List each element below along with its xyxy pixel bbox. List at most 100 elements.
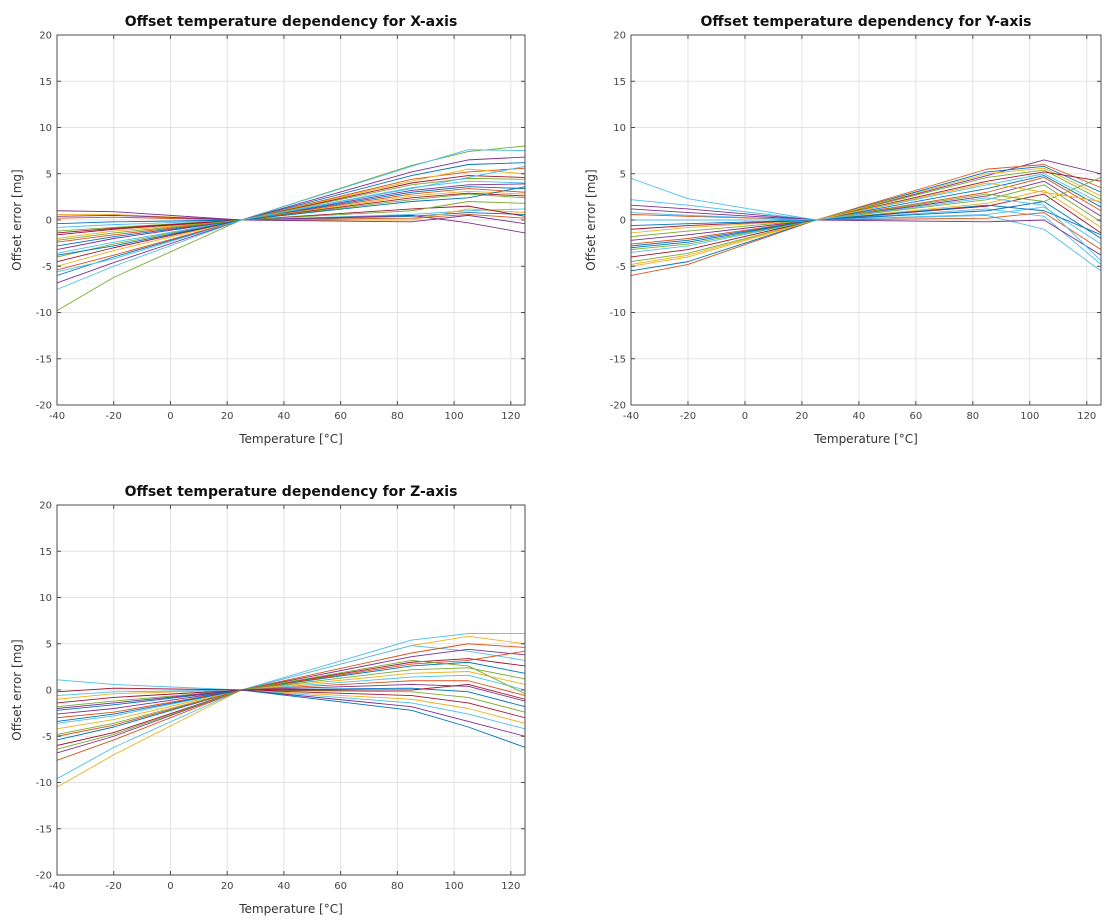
y-tick-label: 10	[613, 123, 626, 134]
series-line-22	[56, 205, 526, 234]
series-line-2	[56, 633, 525, 780]
series-line-1	[630, 177, 1102, 272]
x-tick-label: 20	[221, 881, 234, 892]
y-tick-label: 10	[39, 123, 52, 134]
y-tick-label: -15	[610, 354, 626, 365]
x-axis-label: Temperature [°C]	[238, 902, 343, 916]
series-line-24	[56, 186, 526, 256]
series-line-19	[56, 689, 526, 748]
series-group	[630, 159, 1102, 276]
x-tick-label: 20	[221, 411, 234, 422]
series-line-12	[630, 180, 1102, 241]
series-line-8	[56, 177, 526, 258]
series-line-25	[56, 165, 526, 273]
series-line-23	[630, 197, 1102, 262]
y-axis-label: Offset error [mg]	[10, 169, 24, 270]
x-tick-label: 40	[278, 881, 291, 892]
y-tick-label: -20	[36, 871, 52, 882]
y-tick-label: 15	[39, 547, 52, 558]
x-tick-label: 80	[391, 881, 404, 892]
chart-y-axis: -40 -20 0 20 40 60 80 100 120-20-15-10-505101520…	[584, 14, 1102, 446]
series-line-5	[630, 165, 1102, 272]
y-tick-label: -20	[610, 401, 626, 412]
x-tick-label: 60	[334, 881, 347, 892]
x-tick-label: 60	[334, 411, 347, 422]
series-group	[56, 633, 526, 788]
y-tick-label: -15	[36, 824, 52, 835]
series-line-6	[56, 658, 526, 746]
x-tick-label: 20	[796, 411, 809, 422]
x-tick-label: 0	[167, 411, 173, 422]
series-line-20	[56, 650, 526, 737]
y-tick-label: -10	[36, 778, 52, 789]
x-tick-label: -20	[680, 411, 696, 422]
series-line-17	[56, 689, 526, 730]
y-tick-label: 10	[39, 593, 52, 604]
series-line-4	[56, 162, 526, 276]
x-tick-label: 100	[445, 411, 464, 422]
y-tick-label: 5	[46, 169, 52, 180]
y-tick-label: 20	[613, 31, 626, 42]
x-tick-label: 40	[853, 411, 866, 422]
series-line-20	[56, 210, 526, 225]
series-line-11	[56, 680, 526, 719]
series-line-3	[56, 156, 526, 284]
y-tick-label: 0	[46, 686, 52, 697]
series-line-11	[630, 176, 1102, 245]
series-line-9	[56, 180, 526, 254]
series-line-10	[56, 183, 526, 251]
series-line-3	[630, 159, 1102, 221]
series-line-12	[56, 684, 526, 715]
series-line-14	[56, 689, 526, 713]
series-line-7	[56, 661, 526, 741]
series-line-8	[56, 667, 526, 735]
series-line-14	[56, 192, 526, 236]
series-line-22	[56, 684, 526, 700]
x-tick-label: -40	[49, 411, 65, 422]
series-line-13	[56, 190, 526, 239]
y-tick-label: 5	[46, 639, 52, 650]
series-line-12	[56, 188, 526, 243]
series-line-9	[630, 173, 1102, 253]
chart-title: Offset temperature dependency for X-axis	[125, 14, 458, 30]
series-group	[56, 145, 526, 312]
series-line-6	[56, 168, 526, 267]
series-line-21	[56, 659, 526, 750]
x-tick-label: 0	[742, 411, 748, 422]
series-line-18	[56, 689, 526, 737]
series-line-10	[56, 674, 526, 724]
y-axis-label: Offset error [mg]	[584, 169, 598, 270]
x-tick-label: 60	[909, 411, 922, 422]
series-line-9	[56, 671, 526, 730]
series-line-17	[631, 206, 1102, 245]
y-tick-label: -5	[42, 262, 52, 273]
series-line-3	[56, 645, 526, 691]
y-tick-label: -5	[42, 732, 52, 743]
series-line-19	[57, 208, 526, 221]
series-line-13	[630, 184, 1102, 238]
y-tick-label: -10	[610, 308, 626, 319]
x-tick-label: 100	[445, 881, 464, 892]
x-tick-label: 120	[501, 411, 520, 422]
y-tick-label: 15	[39, 77, 52, 88]
x-tick-label: 100	[1020, 411, 1039, 422]
x-axis-label: Temperature [°C]	[238, 432, 343, 446]
series-line-15	[630, 193, 1102, 234]
series-line-4	[630, 164, 1102, 276]
x-tick-label: 80	[966, 411, 979, 422]
series-line-7	[630, 169, 1102, 263]
series-line-20	[630, 177, 1102, 251]
x-tick-label: -40	[623, 411, 639, 422]
x-tick-label: 120	[501, 881, 520, 892]
series-line-13	[56, 687, 526, 711]
series-line-5	[56, 167, 526, 271]
series-line-18	[630, 212, 1102, 250]
series-line-23	[56, 201, 526, 241]
series-line-6	[630, 167, 1102, 267]
x-tick-label: -40	[49, 881, 65, 892]
y-tick-label: 0	[46, 216, 52, 227]
series-line-21	[630, 182, 1102, 265]
series-line-16	[56, 689, 526, 724]
x-axis-label: Temperature [°C]	[813, 432, 918, 446]
x-tick-label: 40	[278, 411, 291, 422]
